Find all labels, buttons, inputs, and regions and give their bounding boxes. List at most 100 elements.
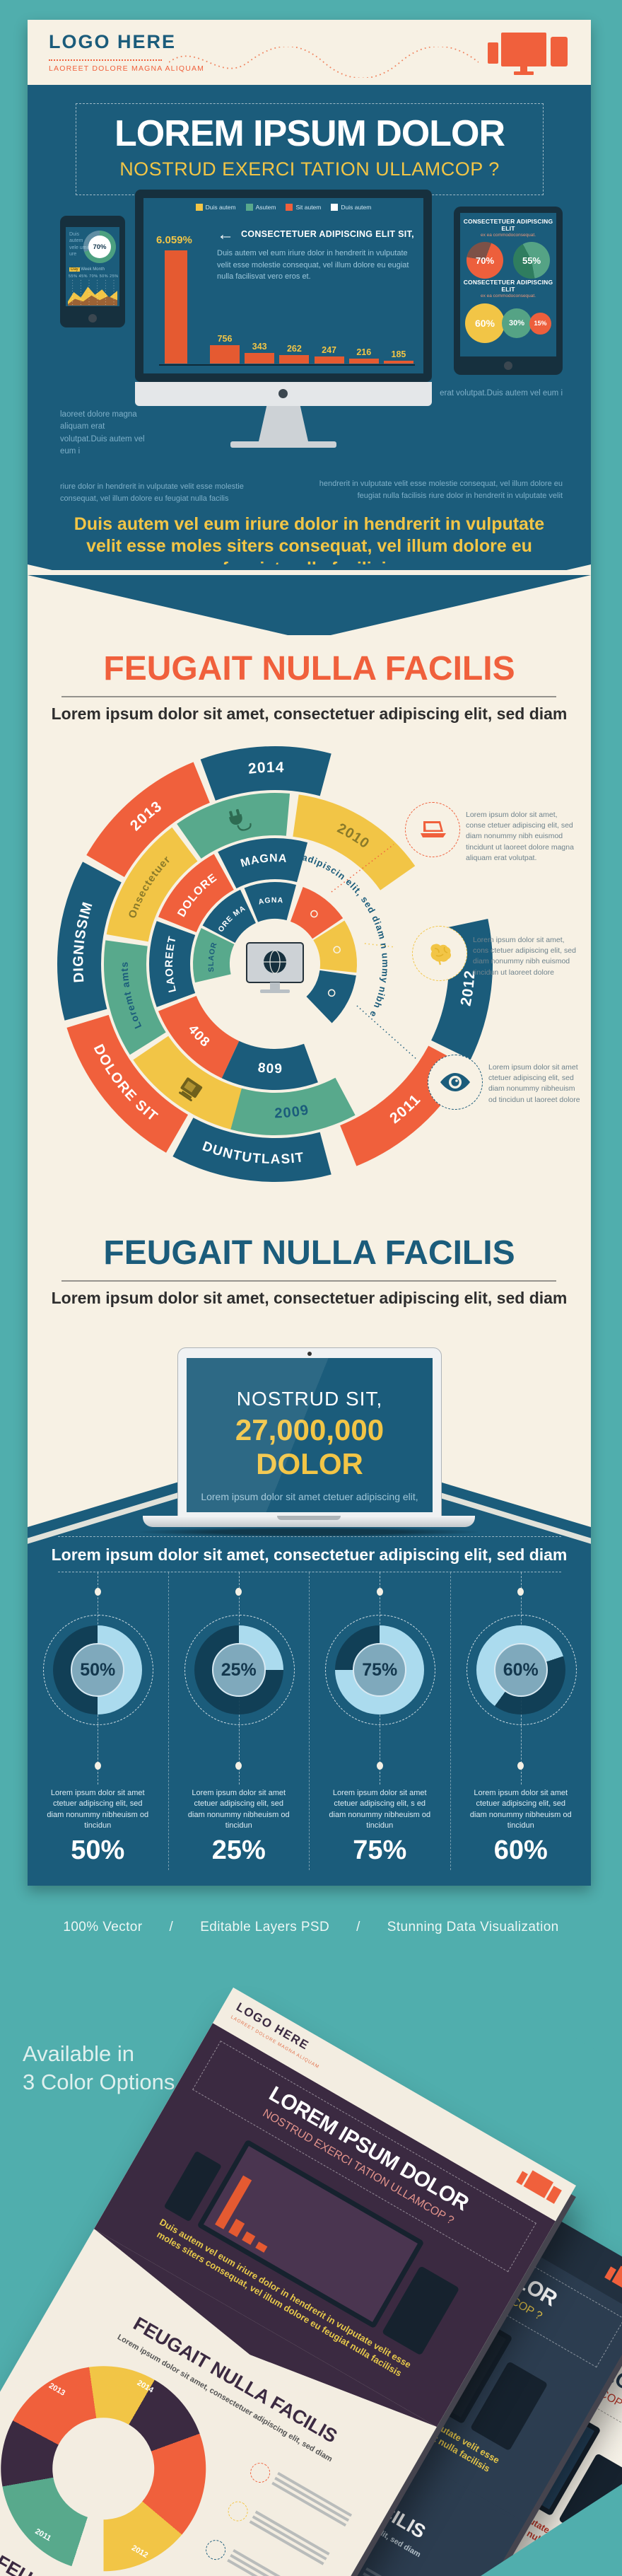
hero-title: LOREM IPSUM DOLOR	[114, 113, 505, 154]
ring-segment	[218, 838, 308, 889]
donut-chart-25: 25%	[194, 1625, 283, 1715]
monitor-copy-block: ← CONSECTETUER ADIPISCING ELIT SIT, Duis…	[217, 225, 423, 283]
ring-segment	[158, 995, 240, 1079]
stat-value: 50%	[71, 1835, 125, 1865]
ring-segment	[86, 762, 210, 877]
tablet-subheading-2: ex ea commodoconsequat.	[480, 294, 536, 298]
stat-column-4: 60% Lorem ipsum dolor sit amet ctetuer a…	[450, 1572, 592, 1870]
logo-underline	[49, 59, 162, 61]
pie-chart-70: 70%	[466, 242, 503, 279]
left-arrow-icon: ←	[217, 225, 234, 244]
donut-dashed-outline	[466, 1615, 577, 1725]
stat-value: 25%	[211, 1835, 266, 1865]
ring-segment	[193, 928, 235, 983]
dashed-rule-top	[57, 1536, 561, 1537]
tablet-icon	[488, 42, 498, 64]
tablet-subheading-1: ex ea commodoconsequat.	[480, 233, 536, 238]
phone-caption: laoreet dolore magna aliquam erat volutp…	[60, 410, 145, 456]
ring-segment	[202, 889, 256, 943]
legend-item: Duis autem	[331, 204, 371, 211]
donut-chart-75: 75%	[335, 1625, 425, 1715]
hero-paragraph-left: riure dolor in hendrerit in vulputate ve…	[60, 482, 244, 503]
donut-chart-60: 60%	[476, 1625, 565, 1715]
feature-2: Editable Layers PSD	[200, 1920, 330, 1934]
legend-circle-1	[405, 802, 460, 857]
stat-column-2: 25% Lorem ipsum dolor sit amet ctetuer a…	[168, 1572, 310, 1870]
section2-title: FEUGAIT NULLA FACILIS	[103, 1234, 515, 1272]
monitor-heading: CONSECTETUER ADIPISCING ELIT SIT,	[241, 229, 414, 239]
ring-segment	[306, 970, 356, 1023]
legend-text-2: Lorem ipsum dolor sit amet, cons ctetuer…	[473, 936, 576, 977]
eye-icon	[440, 1073, 470, 1091]
column-dot	[235, 1762, 242, 1770]
column-dot	[517, 1762, 524, 1770]
connector-dot	[310, 910, 318, 918]
circular-timeline-chart: 2014 2013 DIGNISSIM DOLORE SIT DUNTUTLASIT 20…	[25, 722, 591, 1197]
donut-dashed-outline	[325, 1615, 436, 1725]
monitor-chin	[135, 382, 432, 406]
monitor-logo-dot	[278, 389, 288, 398]
infographic-panel: LOGO HERE LAOREET DOLORE MAGNA ALIQUAM L…	[25, 20, 592, 1886]
hero-section: LOREM IPSUM DOLOR NOSTRUD EXERCI TATION …	[28, 85, 591, 564]
column-dot	[94, 1762, 101, 1770]
phone-screen: Duis autem vele umii ure 70% Day Week Mo…	[66, 227, 119, 306]
tablet-mockup: CONSECTETUER ADIPISCING ELIT ex ea commo…	[454, 207, 563, 375]
ring-segment	[66, 1014, 188, 1153]
ring-segment	[106, 827, 198, 942]
stat-value: 60%	[493, 1835, 548, 1865]
tablet-heading-1: CONSECTETUER ADIPISCING ELIT	[463, 218, 553, 232]
column-dot	[517, 1588, 524, 1596]
column-dot	[376, 1762, 383, 1770]
monitor-foot	[230, 441, 336, 448]
chevron-divider	[28, 564, 591, 635]
ring-segment	[431, 918, 493, 1060]
monitor-paragraph: Duis autem vel eum iriure dolor in hendr…	[217, 249, 409, 281]
legend-circle-2	[412, 926, 467, 981]
ring-segment	[221, 1040, 318, 1090]
phone-mockup: Duis autem vele umii ure 70% Day Week Mo…	[60, 216, 125, 327]
ring-segment	[244, 882, 297, 922]
monitor-stand	[520, 66, 527, 71]
ring-segment	[104, 940, 166, 1055]
stat-caption: Lorem ipsum dolor sit amet ctetuer adipi…	[329, 1789, 431, 1831]
donut-chart-50: 50%	[53, 1625, 143, 1715]
plug-icon	[229, 808, 252, 831]
svg-text:SLAOR: SLAOR	[207, 941, 219, 973]
features-line: 100% Vector / Editable Layers PSD / Stun…	[0, 1920, 622, 1935]
tablet-heading-2: CONSECTETUER ADIPISCING ELIT	[463, 279, 553, 293]
hero-banner-text: Duis autem vel eum iriure dolor in hendr…	[74, 514, 545, 564]
tablet-bubble-chart: 60% 30% 15%	[463, 303, 553, 343]
bar: 216	[348, 347, 379, 364]
legend-item: Sit autem	[286, 204, 321, 211]
bar-chart: 756 343 262 247 216 185	[210, 334, 413, 364]
connector-dot	[333, 946, 341, 954]
feature-sep: /	[356, 1920, 360, 1934]
stats-heading: Lorem ipsum dolor sit amet, consectetuer…	[51, 1545, 568, 1564]
monitor-base	[514, 71, 534, 75]
stat-caption: Lorem ipsum dolor sit amet ctetuer adipi…	[47, 1789, 149, 1831]
feature-3: Stunning Data Visualization	[387, 1920, 559, 1934]
logo-text: LOGO HERE	[49, 31, 177, 52]
panel-header: LOGO HERE LAOREET DOLORE MAGNA ALIQUAM	[28, 20, 591, 85]
svg-text:2014: 2014	[247, 759, 285, 777]
pie-chart-55: 55%	[513, 242, 550, 279]
chart-baseline	[159, 364, 415, 366]
monitor-globe-icon	[246, 942, 304, 993]
stat-caption: Lorem ipsum dolor sit amet ctetuer adipi…	[469, 1789, 572, 1831]
stat-column-1: 50% Lorem ipsum dolor sit amet ctetuer a…	[28, 1572, 168, 1870]
stat-value: 75%	[353, 1835, 407, 1865]
column-dot	[376, 1588, 383, 1596]
laptop-line3: Lorem ipsum dolor sit amet ctetuer adipi…	[201, 1491, 418, 1502]
bubble-60: 60%	[465, 303, 505, 343]
ring-segment	[172, 1118, 331, 1182]
legend-item: Duis autem	[195, 204, 236, 211]
bar: 185	[383, 349, 413, 364]
column-dot	[235, 1588, 242, 1596]
bubble-30: 30%	[502, 308, 532, 338]
tablet-pie-charts: 70% 55%	[463, 242, 553, 279]
laptop-icon	[421, 821, 446, 837]
laptop-notch	[277, 1516, 341, 1520]
phone-tick-labels: 55% 45% 70% 50% 25% 5%	[69, 274, 119, 279]
svg-text:AGNA: AGNA	[258, 896, 284, 907]
